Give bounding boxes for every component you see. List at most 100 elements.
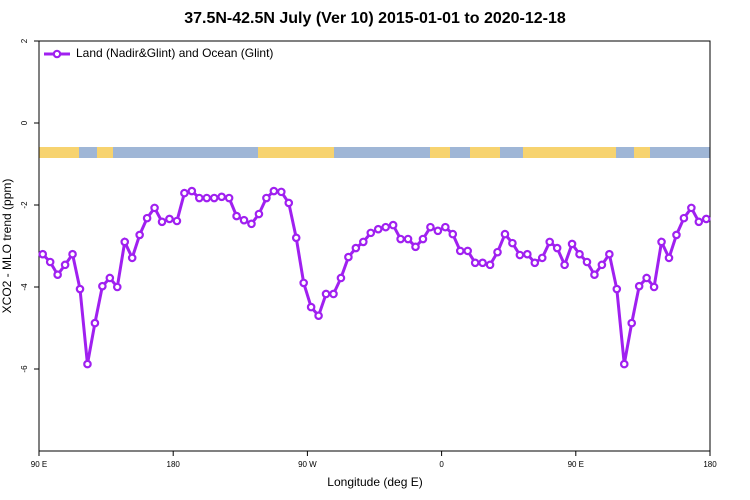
data-point	[552, 243, 562, 253]
data-point	[508, 238, 517, 248]
data-point	[396, 234, 405, 244]
data-point	[112, 282, 122, 292]
ocean-band	[39, 147, 710, 158]
data-point	[60, 260, 70, 270]
legend-marker	[52, 49, 62, 59]
data-point	[98, 281, 107, 291]
data-point	[150, 203, 159, 213]
land-band	[470, 147, 500, 158]
x-tick-label: 180	[703, 460, 717, 469]
data-point	[83, 359, 92, 369]
data-point	[329, 289, 338, 299]
y-tick-label: -4	[20, 283, 29, 291]
data-point	[239, 215, 249, 225]
data-point	[500, 229, 510, 239]
data-point	[351, 243, 361, 253]
data-point	[187, 186, 197, 196]
data-point	[590, 270, 599, 280]
data-point	[262, 193, 271, 203]
data-point	[336, 273, 346, 283]
land-band	[258, 147, 334, 158]
data-point	[217, 192, 226, 202]
y-tick-label: -6	[20, 365, 29, 373]
data-point	[359, 237, 368, 247]
data-point	[627, 318, 637, 328]
data-point	[575, 249, 584, 259]
data-point	[127, 253, 137, 263]
data-point	[433, 226, 443, 236]
data-point	[545, 237, 555, 247]
data-point	[649, 282, 659, 292]
data-point	[135, 230, 144, 240]
land-band	[523, 147, 616, 158]
data-point	[388, 220, 398, 230]
x-tick-label: 0	[439, 460, 444, 469]
data-point	[441, 222, 450, 232]
data-point	[478, 258, 487, 268]
data-point	[612, 284, 622, 294]
data-point	[515, 250, 525, 260]
data-point	[45, 257, 55, 267]
x-tick-label: 90 E	[31, 460, 47, 469]
data-point	[403, 234, 413, 244]
data-point	[642, 273, 651, 283]
x-tick-label: 90 E	[568, 460, 584, 469]
data-point	[485, 260, 495, 270]
data-point	[247, 219, 256, 229]
data-point	[269, 186, 279, 196]
data-point	[254, 209, 264, 219]
data-point	[165, 214, 174, 224]
data-point	[463, 246, 472, 256]
data-point	[411, 242, 420, 252]
data-point	[157, 217, 167, 227]
data-point	[277, 187, 286, 197]
data-point	[672, 230, 681, 240]
data-point	[597, 260, 607, 270]
data-point	[537, 253, 547, 263]
data-point	[687, 203, 696, 213]
x-tick-label: 180	[167, 460, 181, 469]
data-point	[180, 188, 189, 198]
data-point	[560, 260, 569, 270]
land-ocean-strip	[39, 147, 710, 158]
data-point	[284, 198, 294, 208]
land-band	[634, 147, 650, 158]
data-point	[344, 252, 353, 262]
land-band	[39, 147, 79, 158]
x-tick-label: 90 W	[298, 460, 317, 469]
data-point	[679, 213, 689, 223]
data-point	[53, 270, 62, 280]
data-point	[202, 193, 212, 203]
data-point	[426, 222, 435, 232]
data-point	[523, 249, 532, 259]
x-axis-label: Longitude (deg E)	[327, 475, 422, 489]
data-point	[381, 222, 390, 232]
data-point	[232, 211, 241, 221]
plot-frame	[38, 40, 711, 452]
data-point	[634, 281, 644, 291]
data-point	[90, 318, 100, 328]
data-point	[493, 247, 502, 257]
data-point	[321, 289, 331, 299]
data-point	[172, 216, 182, 226]
data-point	[455, 246, 465, 256]
data-point	[657, 237, 666, 247]
data-point	[314, 311, 323, 321]
data-point	[619, 359, 629, 369]
data-point	[142, 213, 152, 223]
data-point	[567, 239, 577, 249]
data-point	[120, 237, 130, 247]
data-point	[605, 249, 614, 259]
data-point	[299, 278, 308, 288]
data-point	[306, 302, 316, 312]
y-tick-label: 0	[20, 120, 29, 125]
data-point	[224, 193, 234, 203]
data-point	[105, 273, 115, 283]
data-point	[194, 193, 204, 203]
data-point	[530, 258, 540, 268]
data-point	[366, 228, 376, 238]
y-tick-label: -2	[20, 201, 29, 209]
data-point	[701, 214, 711, 224]
